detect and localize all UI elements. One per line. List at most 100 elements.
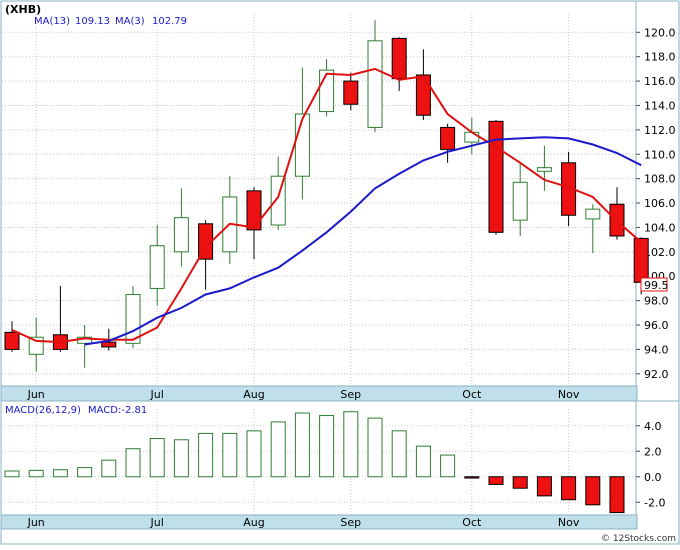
up-candle xyxy=(367,20,383,133)
macd-positive-bar xyxy=(52,469,68,478)
current-price-box xyxy=(640,277,668,292)
macd-positive-bar xyxy=(149,438,165,478)
down-candle xyxy=(488,120,504,235)
ma3-legend-value: 102.79 xyxy=(152,16,187,27)
candle-body xyxy=(488,120,504,233)
down-candle xyxy=(246,187,262,260)
macd-month-label: Jun xyxy=(27,516,45,529)
price-date-band xyxy=(0,385,638,402)
candle-body xyxy=(536,167,552,172)
candle-body xyxy=(28,336,44,355)
candle-body xyxy=(101,341,117,348)
down-candle xyxy=(391,37,407,91)
macd-negative-bar xyxy=(561,476,577,501)
macd-bars xyxy=(4,411,625,514)
price-grid xyxy=(2,14,636,386)
price-tick-label: 92.0 xyxy=(644,368,669,381)
candle-body xyxy=(125,294,141,344)
macd-y-axis: -2.0 0.0 2.0 4.0 xyxy=(635,401,665,515)
macd-value-label: MACD:-2.81 xyxy=(88,405,147,416)
candle-body xyxy=(319,69,335,113)
price-tick-label: 96.0 xyxy=(644,319,669,332)
macd-month-label: Oct xyxy=(462,516,482,529)
candle-body xyxy=(585,208,601,220)
down-candle xyxy=(4,321,20,352)
macd-positive-bar xyxy=(343,411,359,478)
macd-month-label: Jul xyxy=(150,516,164,529)
candle-body xyxy=(512,181,528,221)
macd-x-axis-labels: Jun Jul Aug Sep Oct Nov xyxy=(27,516,580,529)
macd-negative-bar xyxy=(536,476,552,497)
candle-body xyxy=(343,80,359,105)
moving-average-lines xyxy=(11,67,642,346)
current-price-label: 99.5 xyxy=(644,279,669,292)
down-candle xyxy=(198,220,214,290)
up-candle xyxy=(536,145,552,191)
macd-tick-label: -2.0 xyxy=(644,496,665,509)
price-month-label: Jul xyxy=(150,388,164,401)
candle-body xyxy=(464,131,480,143)
macd-month-label: Nov xyxy=(558,516,580,529)
price-tick-label: 94.0 xyxy=(644,343,669,356)
candle-body xyxy=(367,40,383,128)
price-y-axis: 92.094.096.098.0100.0102.0104.0106.0108.… xyxy=(635,1,676,386)
price-month-label: Aug xyxy=(243,388,264,401)
macd-month-label: Aug xyxy=(243,516,264,529)
price-tick-label: 102.0 xyxy=(644,246,676,259)
macd-positive-bar xyxy=(77,467,93,478)
up-candle xyxy=(173,188,189,267)
macd-positive-bar xyxy=(28,469,44,478)
macd-tick-label: 2.0 xyxy=(644,445,662,458)
macd-positive-bar xyxy=(222,432,238,478)
ma13-legend-label: MA(13) xyxy=(34,16,70,27)
candle-body xyxy=(294,113,310,177)
up-candle xyxy=(149,225,165,306)
ma13-line xyxy=(84,136,642,346)
macd-positive-bar xyxy=(173,439,189,478)
macd-date-band xyxy=(0,514,638,530)
price-tick-label: 120.0 xyxy=(644,26,676,39)
candle-body xyxy=(415,74,431,116)
candle-body xyxy=(173,217,189,253)
up-candle xyxy=(125,285,141,349)
symbol-label: (XHB) xyxy=(5,3,41,16)
candle-body xyxy=(633,237,649,283)
price-tick-label: 116.0 xyxy=(644,75,676,88)
down-candle xyxy=(561,151,577,227)
macd-positive-bar xyxy=(125,448,141,478)
macd-positive-bar xyxy=(391,430,407,478)
price-tick-label: 104.0 xyxy=(644,221,676,234)
macd-positive-bar xyxy=(4,470,20,478)
price-month-label: Sep xyxy=(340,388,361,401)
up-candle xyxy=(585,204,601,254)
macd-positive-bar xyxy=(294,412,310,478)
macd-negative-bar xyxy=(609,476,625,514)
down-candle xyxy=(343,72,359,111)
macd-tick-label: 0.0 xyxy=(644,471,662,484)
candle-body xyxy=(440,126,456,150)
price-tick-label: 114.0 xyxy=(644,99,676,112)
current-price-marker: 99.5 xyxy=(640,277,669,292)
price-tick-label: 106.0 xyxy=(644,197,676,210)
down-candle xyxy=(440,123,456,163)
candle-body xyxy=(4,331,20,350)
price-month-label: Nov xyxy=(558,388,580,401)
macd-positive-bar xyxy=(440,454,456,478)
down-candle xyxy=(415,49,431,121)
macd-label: MACD(26,12,9) xyxy=(5,405,81,416)
macd-tick-label: 4.0 xyxy=(644,420,662,433)
macd-positive-bar xyxy=(246,430,262,478)
candle-body xyxy=(149,245,165,289)
ma3-line xyxy=(11,67,642,344)
price-legend: (XHB) MA(13) 109.13 MA(3) 102.79 xyxy=(5,3,187,27)
macd-legend: MACD(26,12,9) MACD:-2.81 xyxy=(5,405,147,416)
macd-negative-bar xyxy=(488,476,504,485)
macd-negative-bar xyxy=(585,476,601,506)
macd-positive-bar xyxy=(367,417,383,478)
price-tick-label: 118.0 xyxy=(644,51,676,64)
price-tick-label: 108.0 xyxy=(644,173,676,186)
footer-credit: © 12Stocks.com xyxy=(601,534,676,544)
macd-positive-bar xyxy=(319,415,335,478)
